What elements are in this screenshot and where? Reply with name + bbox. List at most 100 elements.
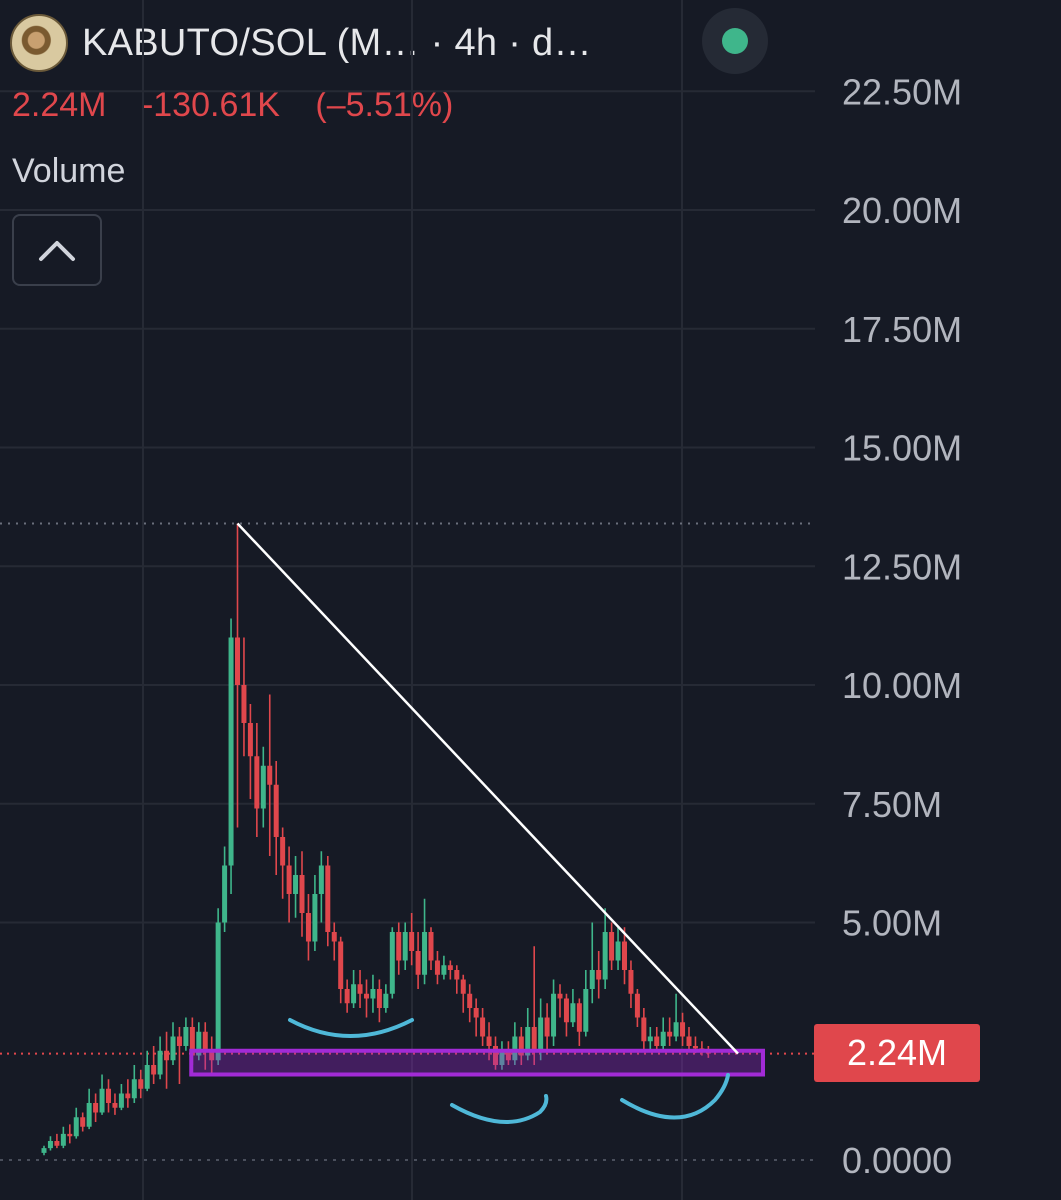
candle-body [454, 970, 460, 980]
chevron-up-icon [39, 241, 75, 261]
candle-body [473, 1008, 479, 1018]
candle-body [357, 984, 363, 994]
candle-body [54, 1141, 60, 1146]
candle-body [312, 894, 318, 942]
candle [364, 979, 369, 1018]
y-tick-label: 5.00M [842, 903, 942, 944]
price-summary: 2.24M -130.61K (–5.51%) [12, 86, 471, 125]
candle-body [338, 941, 344, 989]
candle [583, 970, 589, 1037]
collapse-indicators-button[interactable] [12, 214, 102, 286]
candle [357, 970, 363, 1008]
candle-body [157, 1050, 163, 1075]
candle [247, 704, 253, 799]
candle-body [402, 932, 408, 961]
candle [331, 922, 337, 961]
candle [441, 955, 447, 980]
candle [73, 1107, 79, 1139]
candle [254, 723, 260, 837]
candle [318, 851, 324, 923]
candle [144, 1050, 150, 1092]
candle [60, 1126, 66, 1149]
volume-indicator-label[interactable]: Volume [12, 152, 126, 190]
current-price-badge: 2.24M [814, 1024, 980, 1082]
candle [293, 856, 299, 918]
candle-body [235, 637, 240, 685]
candle [41, 1145, 47, 1156]
candle [660, 1017, 666, 1051]
candle-body [164, 1050, 170, 1061]
candle [280, 827, 286, 899]
candle-body [609, 932, 615, 961]
candle-body [318, 865, 324, 894]
candle-body [99, 1088, 105, 1113]
candle-body [254, 756, 260, 809]
candle [615, 927, 621, 970]
candle [402, 922, 408, 970]
candle [222, 846, 228, 932]
candle-body [286, 865, 292, 894]
candle [447, 960, 453, 980]
candle [241, 637, 247, 757]
candle [531, 946, 537, 1065]
candle-body [170, 1036, 176, 1061]
hand-drawn-arc [620, 1073, 730, 1120]
candle [228, 618, 234, 894]
candle [125, 1079, 131, 1108]
candle [602, 908, 608, 989]
candle [99, 1074, 105, 1115]
candle-body [422, 932, 428, 975]
candle-body [667, 1031, 673, 1037]
candle-body [551, 993, 557, 1037]
candle-body [576, 1003, 582, 1032]
candle-body [570, 1003, 576, 1023]
candle-body [60, 1133, 66, 1146]
candle [338, 936, 344, 1004]
candle [686, 1027, 692, 1051]
candle-body [525, 1027, 531, 1056]
candle [118, 1084, 124, 1111]
chart-grid [0, 0, 815, 1200]
candle-body [364, 993, 369, 999]
market-status-button[interactable] [702, 8, 768, 74]
y-tick-label: 7.50M [842, 784, 942, 825]
candle-body [641, 1017, 647, 1042]
candle [370, 974, 376, 1013]
candle-body [596, 970, 602, 980]
candle [551, 979, 557, 1046]
candle [273, 761, 279, 875]
candle [325, 856, 331, 947]
candle [86, 1088, 92, 1130]
candle-body [628, 970, 634, 994]
drawing-overlays [189, 522, 765, 1124]
candle [480, 1008, 486, 1046]
candle [260, 746, 266, 828]
candle-body [460, 979, 466, 994]
candle [202, 1022, 208, 1070]
candle-body [415, 951, 421, 975]
candle [286, 846, 292, 923]
candle-body [260, 765, 266, 809]
candle-body [293, 875, 299, 894]
candle-body [505, 1050, 511, 1061]
candle-body [273, 784, 279, 837]
candle-body [144, 1065, 150, 1089]
candle-body [241, 685, 247, 723]
candle [396, 922, 402, 975]
y-tick-label: 12.50M [842, 546, 962, 587]
candle-body [47, 1141, 53, 1149]
candle-body [660, 1031, 666, 1046]
pair-title[interactable]: KABUTO/SOL (M… · 4h · d… [82, 21, 592, 64]
candle-body [125, 1093, 131, 1099]
candle-body [680, 1022, 686, 1037]
candle-body [622, 941, 627, 970]
candle [67, 1124, 73, 1144]
candle [209, 1036, 215, 1075]
candle [267, 694, 273, 856]
candle [312, 875, 318, 951]
kabuto-token-logo-icon [10, 14, 68, 72]
candle [512, 1022, 518, 1065]
candle-body [544, 1017, 550, 1037]
candle [473, 998, 479, 1037]
